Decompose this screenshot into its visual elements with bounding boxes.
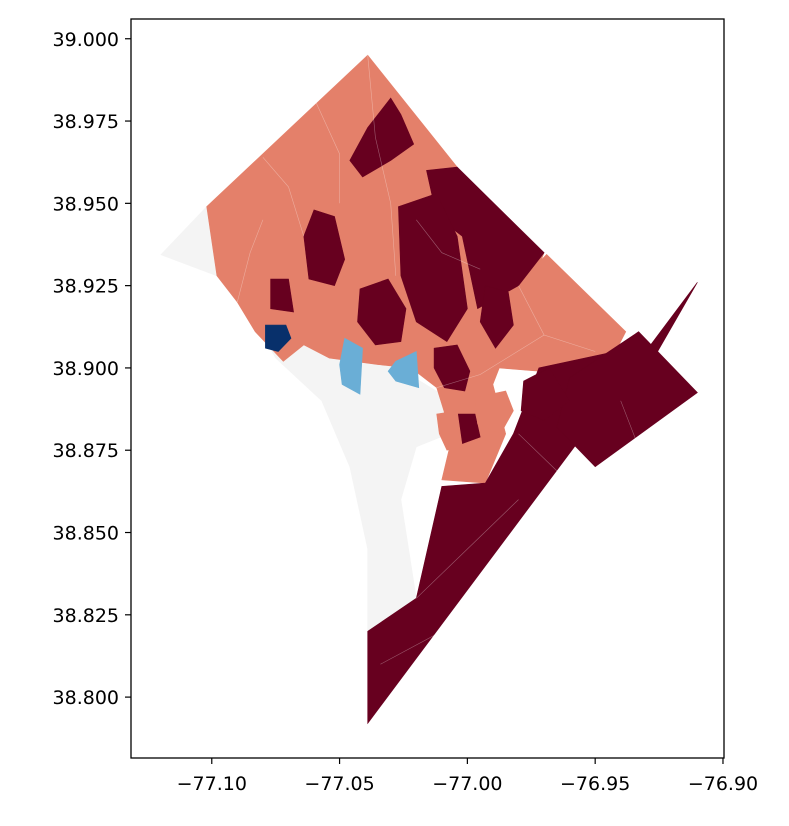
region-dark-red-10 xyxy=(433,344,471,392)
tract-boundary-1 xyxy=(367,55,397,276)
region-light-blue-18 xyxy=(339,337,363,395)
tract-boundary-5 xyxy=(518,433,621,533)
y-tick-label: 38.875 xyxy=(53,440,119,462)
region-dark-blue-17 xyxy=(265,324,292,352)
y-tick-label: 38.825 xyxy=(53,605,119,627)
tract-boundary-10 xyxy=(237,219,264,303)
y-axis-ticks: 38.800 38.825 38.850 38.875 38.900 38.925 38.9… xyxy=(53,29,131,709)
y-tick-label: 39.000 xyxy=(53,29,119,51)
x-tick-label: −76.95 xyxy=(560,773,630,795)
y-tick-label: 38.950 xyxy=(53,193,119,215)
x-tick-label: −77.10 xyxy=(177,773,247,795)
map-regions xyxy=(160,54,698,725)
region-dark-red-13 xyxy=(520,367,570,421)
tract-boundary-7 xyxy=(620,400,673,500)
map-boundaries xyxy=(237,55,673,665)
region-dark-red-6 xyxy=(349,97,415,178)
plot-frame xyxy=(130,18,725,759)
y-tick-label: 38.900 xyxy=(53,358,119,380)
y-tick-label: 38.850 xyxy=(53,523,119,545)
tract-boundary-6 xyxy=(416,499,519,599)
region-salmon-16 xyxy=(436,410,463,451)
tract-boundary-8 xyxy=(380,598,494,665)
region-dark-red-9 xyxy=(357,278,407,346)
region-salmon-15 xyxy=(474,390,514,435)
x-tick-label: −76.90 xyxy=(688,773,758,795)
x-tick-label: −77.05 xyxy=(304,773,374,795)
region-light-blue-19 xyxy=(387,351,420,389)
region-dark-red-11 xyxy=(479,285,514,349)
tract-boundary-2 xyxy=(262,157,305,237)
region-dark-red-5 xyxy=(426,166,545,310)
tract-boundary-4 xyxy=(436,334,545,388)
x-axis-ticks: −77.10 −77.05 −77.00 −76.95 −76.90 xyxy=(177,758,758,795)
y-tick-label: 38.925 xyxy=(53,276,119,298)
x-tick-label: −77.00 xyxy=(432,773,502,795)
y-tick-label: 38.800 xyxy=(53,687,119,709)
tract-boundary-0 xyxy=(313,97,340,204)
region-dark-red-7 xyxy=(303,209,346,286)
region-dark-red-3 xyxy=(367,282,698,725)
tract-boundary-9 xyxy=(518,285,596,352)
y-tick-label: 38.975 xyxy=(53,111,119,133)
region-dark-red-8 xyxy=(398,193,468,343)
region-dark-red-12 xyxy=(270,278,294,313)
tract-boundary-3 xyxy=(416,219,481,270)
